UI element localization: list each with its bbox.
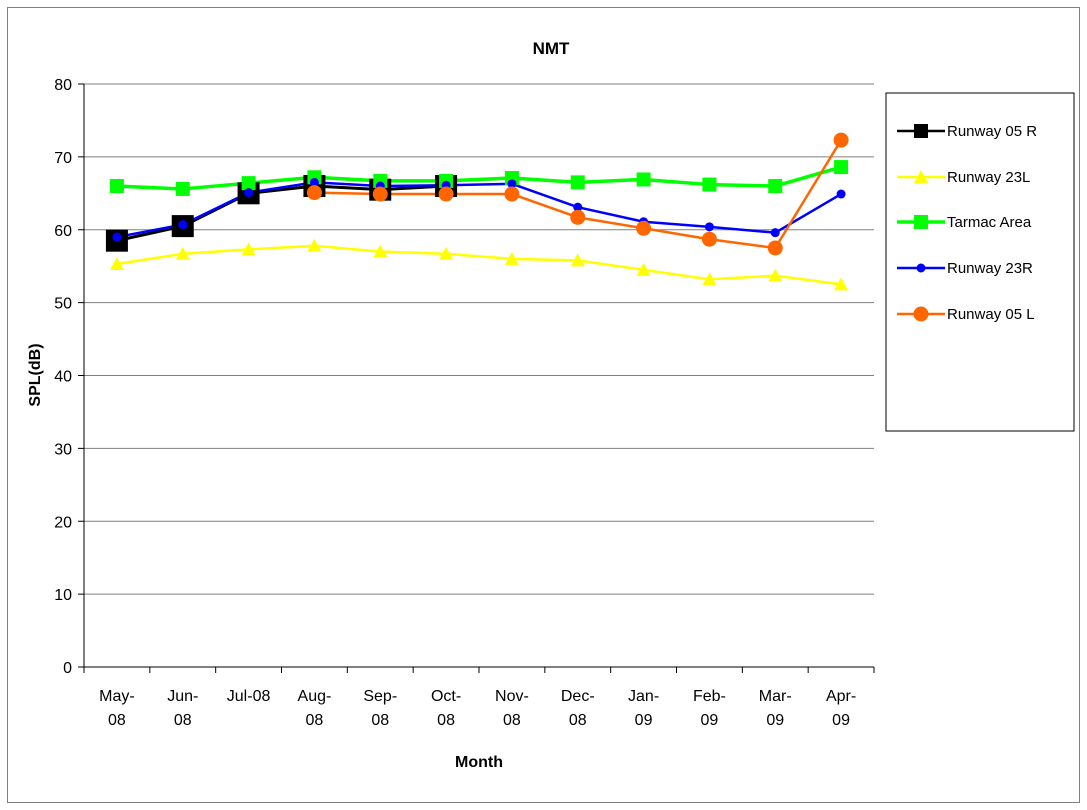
legend: Runway 05 R Runway 23L Tarmac Area Runway … (885, 92, 1075, 432)
legend-label: Runway 05 L (947, 306, 1035, 323)
marker-runway-23r (244, 188, 254, 198)
marker-runway-23r (507, 179, 517, 189)
marker-tarmac-area (570, 175, 585, 190)
x-tick-label: Aug-08 (298, 688, 332, 729)
marker-runway-23l (307, 238, 322, 252)
legend-box (885, 92, 1075, 432)
x-tick-label: Apr-09 (826, 688, 856, 729)
marker-runway-05-l (570, 209, 586, 225)
y-tick-label: 70 (54, 150, 72, 167)
marker-runway-23l (373, 244, 388, 258)
marker-runway-05-l (767, 240, 783, 256)
y-axis-title: SPL(dB) (27, 343, 44, 406)
marker-runway-23l (109, 257, 124, 271)
legend-label: Runway 23L (947, 169, 1030, 186)
legend-item-runway-05-r: Runway 05 R (897, 123, 1037, 140)
y-tick-label: 30 (54, 441, 72, 458)
y-tick-labels: 0 10 20 30 40 50 60 70 80 (54, 77, 72, 677)
x-tick-label: Jun-08 (167, 688, 198, 729)
x-tick-label: Nov-08 (495, 688, 529, 729)
legend-item-runway-05-l: Runway 05 L (897, 306, 1035, 323)
x-tick-label: May-08 (99, 688, 135, 729)
legend-label: Runway 23R (947, 260, 1033, 277)
y-tick-label: 20 (54, 514, 72, 531)
legend-swatch-marker (914, 170, 928, 183)
marker-runway-23r (770, 228, 780, 238)
x-tick-label: Dec-08 (561, 688, 595, 729)
marker-runway-23r (836, 189, 846, 199)
legend-label: Tarmac Area (947, 214, 1032, 231)
y-tick-label: 80 (54, 77, 72, 94)
marker-tarmac-area (702, 177, 717, 192)
axes (78, 83, 875, 673)
marker-runway-23l (702, 272, 717, 286)
legend-swatch-marker (916, 263, 926, 273)
marker-tarmac-area (241, 176, 256, 191)
marker-runway-23r (309, 177, 319, 187)
marker-runway-23l (504, 251, 519, 265)
marker-runway-05-l (701, 231, 717, 247)
x-tick-labels: May-08 Jun-08 Jul-08 Aug-08 Sep-08 Oct-08 Nov-… (99, 688, 856, 729)
legend-swatch-marker (914, 215, 928, 229)
legend-label: Runway 05 R (947, 123, 1037, 140)
legend-swatch-marker (913, 306, 929, 322)
marker-runway-23r (573, 202, 583, 212)
marker-runway-23r (704, 222, 714, 232)
marker-runway-23r (112, 232, 122, 242)
x-tick-label: Sep-08 (363, 688, 397, 729)
marker-runway-23l (768, 268, 783, 282)
marker-runway-23l (439, 246, 454, 260)
marker-runway-23l (175, 246, 190, 260)
x-tick-label: Jan-09 (628, 688, 659, 729)
marker-runway-23r (178, 220, 188, 230)
marker-tarmac-area (834, 160, 849, 175)
marker-runway-23l (834, 277, 849, 291)
series-markers (105, 132, 849, 291)
marker-tarmac-area (109, 179, 124, 194)
y-tick-label: 0 (63, 660, 72, 677)
marker-runway-05-l (636, 220, 652, 236)
marker-tarmac-area (175, 181, 190, 196)
y-tick-label: 60 (54, 223, 72, 240)
marker-runway-23l (241, 242, 256, 256)
y-tick-label: 40 (54, 369, 72, 386)
series-line-runway-23l (116, 244, 842, 286)
chart-title: NMT (533, 39, 570, 58)
marker-runway-05-l (438, 186, 454, 202)
x-axis-title: Month (455, 754, 503, 771)
x-tick-label: Jul-08 (227, 688, 271, 705)
marker-runway-05-l (833, 132, 849, 148)
marker-tarmac-area (768, 179, 783, 194)
y-tick-label: 10 (54, 587, 72, 604)
legend-swatch-marker (914, 124, 928, 138)
y-tick-label: 50 (54, 296, 72, 313)
marker-runway-05-l (504, 186, 520, 202)
x-tick-label: Feb-09 (693, 688, 726, 729)
legend-item-runway-23r: Runway 23R (897, 260, 1033, 277)
x-tick-label: Mar-09 (759, 688, 792, 729)
marker-runway-23l (636, 262, 651, 276)
marker-runway-23l (570, 253, 585, 267)
marker-tarmac-area (636, 172, 651, 187)
legend-item-tarmac-area: Tarmac Area (897, 214, 1032, 231)
marker-runway-05-l (306, 185, 322, 201)
legend-item-runway-23l: Runway 23L (897, 169, 1030, 186)
x-tick-label: Oct-08 (431, 688, 461, 729)
marker-runway-05-l (372, 186, 388, 202)
